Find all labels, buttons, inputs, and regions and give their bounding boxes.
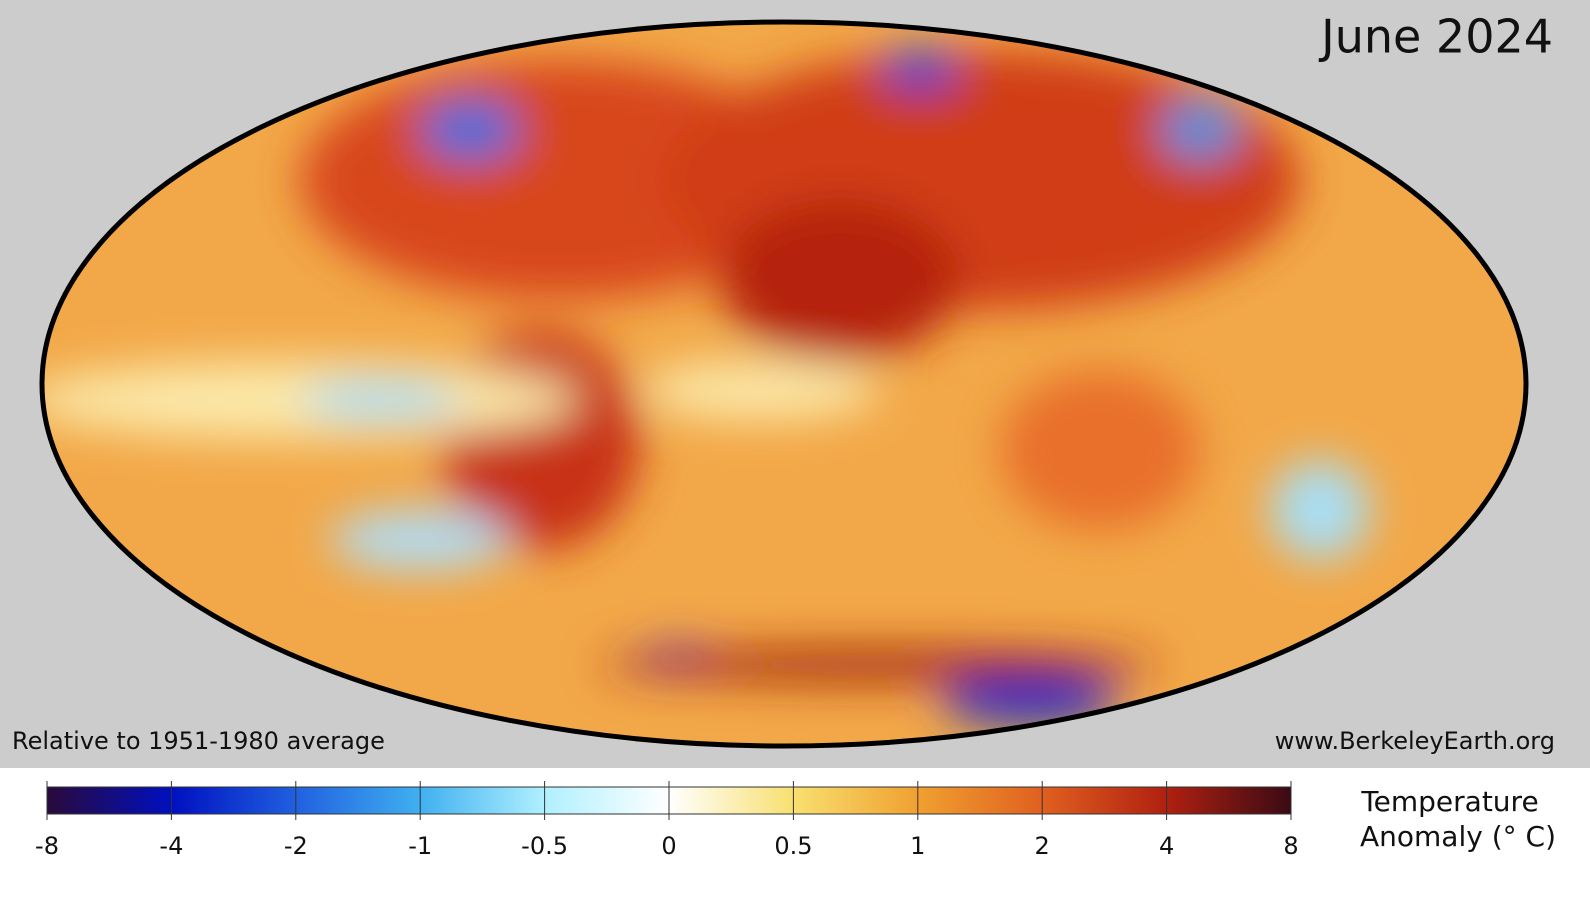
colorbar-tick-label: -4 [159, 832, 183, 860]
baseline-note: Relative to 1951-1980 average [12, 727, 385, 755]
colorbar-tick-label: 0 [661, 832, 676, 860]
colorbar-tick-label: 2 [1035, 832, 1050, 860]
colorbar-tick-label: 0.5 [774, 832, 812, 860]
source: www.BerkeleyEarth.org [1275, 727, 1555, 755]
colorbar-tick-label: -0.5 [521, 832, 568, 860]
colorbar-tick-label: -1 [408, 832, 432, 860]
colorbar-label: Temperature [1360, 785, 1538, 818]
colorbar-label: Anomaly (° C) [1360, 820, 1556, 853]
map-outline [39, 19, 1529, 749]
colorbar-tick-label: 1 [910, 832, 925, 860]
colorbar-tick-label: 8 [1283, 832, 1298, 860]
anomaly-map [42, 22, 1526, 746]
colorbar-tick-label: -2 [284, 832, 308, 860]
colorbar-tick-label: 4 [1159, 832, 1174, 860]
colorbar-tick-label: -8 [35, 832, 59, 860]
map-title: June 2024 [1318, 10, 1553, 64]
